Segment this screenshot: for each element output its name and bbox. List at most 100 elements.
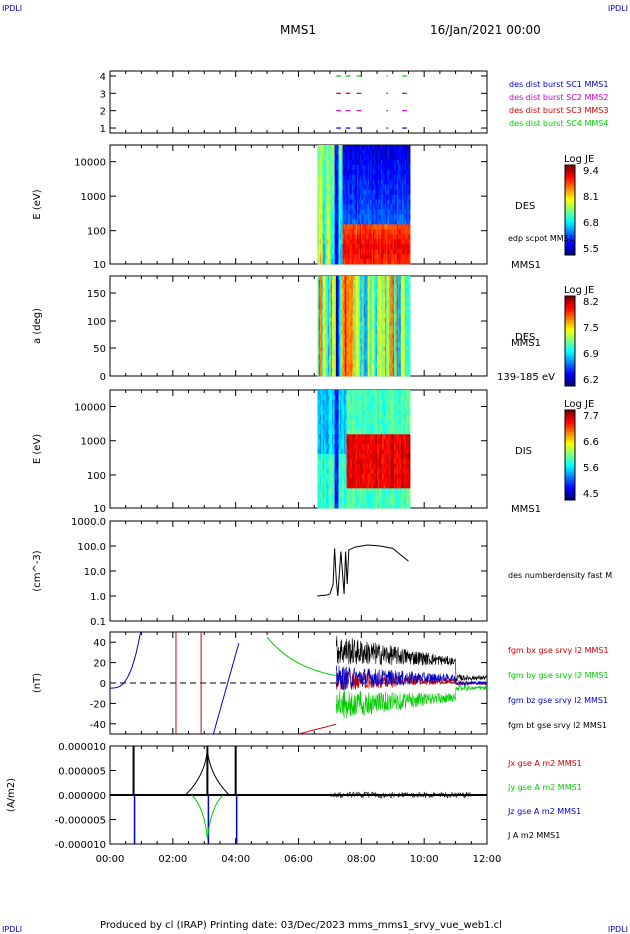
des-energy-cell: [400, 219, 403, 225]
dis-energy-cell: [355, 478, 358, 484]
des-pitch-cell: [370, 284, 373, 289]
des-energy-cell: [323, 184, 326, 191]
des-pitch-cell: [386, 334, 388, 339]
des-energy-cell: [325, 234, 328, 240]
des-pitch-cell: [339, 330, 342, 335]
des-pitch-cell: [327, 321, 330, 327]
des-pitch-cell: [368, 313, 371, 319]
des-pitch-cell: [337, 292, 339, 298]
dis-energy-cell: [353, 468, 355, 474]
des-pitch-cell: [347, 346, 350, 352]
des-energy-cell: [317, 179, 320, 186]
dis-energy-cell: [371, 429, 374, 435]
des-energy-cell: [366, 234, 369, 240]
des-energy-cell: [339, 169, 342, 176]
des-pitch-cell: [398, 363, 400, 369]
dis-energy-cell: [325, 449, 328, 455]
des-pitch-cell: [370, 334, 373, 339]
des-energy-cell: [367, 199, 370, 205]
des-pitch-cell: [349, 346, 351, 352]
des-energy-cell: [317, 239, 320, 245]
dis-energy-cell: [339, 429, 342, 435]
dis-energy-cell: [335, 399, 338, 406]
des-energy-cell: [326, 154, 329, 161]
des-pitch-cell: [345, 330, 347, 335]
dis-energy-cell: [333, 468, 335, 474]
des-pitch-cell: [326, 330, 329, 335]
dis-energy-cell: [366, 444, 369, 450]
des-energy-cell: [366, 169, 369, 176]
des-energy-cell: [355, 164, 358, 171]
des-energy-cell: [320, 149, 322, 156]
des-pitch-cell: [327, 367, 330, 373]
des-pitch-cell: [387, 309, 390, 314]
des-energy-colorbar-tick: 9.4: [583, 166, 599, 177]
des-energy-cell: [378, 145, 380, 151]
dis-energy-cell: [375, 434, 378, 440]
des-energy-cell: [402, 214, 404, 220]
des-pitch-cell: [357, 276, 359, 281]
des-energy-cell: [402, 239, 404, 245]
dis-energy-cell: [362, 468, 365, 474]
des-pitch-cell: [390, 317, 392, 323]
des-pitch-cell: [367, 351, 370, 356]
des-pitch-cell: [325, 359, 328, 364]
des-energy-cell: [330, 229, 333, 235]
des-pitch-cell: [327, 301, 330, 306]
des-energy-cell: [343, 249, 346, 255]
des-pitch-cell: [333, 326, 335, 331]
des-pitch-cell: [342, 309, 345, 314]
des-pitch-cell: [394, 363, 396, 369]
des-pitch-cell: [394, 342, 396, 348]
des-pitch-cell: [388, 284, 391, 289]
dis-energy-cell: [359, 468, 362, 474]
dis-energy-cell: [327, 453, 330, 460]
dis-energy-cell: [361, 498, 363, 504]
des-energy-cell: [349, 149, 351, 156]
des-pitch-cell: [374, 334, 376, 339]
des-pitch-cell: [350, 355, 353, 360]
dis-energy-cell: [338, 414, 341, 420]
des-energy-cell: [404, 154, 407, 161]
dis-energy-cell: [347, 444, 350, 450]
des-energy-cell: [325, 259, 328, 265]
des-energy-cell: [404, 164, 407, 171]
des-energy-cell: [390, 174, 392, 181]
dis-energy-cell: [323, 404, 326, 411]
dis-energy-cell: [372, 449, 375, 455]
corner-label-tr: IPDLI: [607, 4, 628, 13]
des-energy-colorbar-seg: [565, 183, 575, 186]
dis-energy-cell: [365, 453, 367, 460]
des-pitch-cell: [343, 276, 346, 281]
des-energy-cell: [370, 229, 373, 235]
des-energy-cell: [322, 249, 325, 255]
dis-energy-cell: [343, 404, 346, 411]
des-energy-cell: [341, 164, 343, 171]
des-pitch-cell: [362, 313, 365, 319]
des-energy-cell: [357, 189, 359, 195]
dis-energy-cell: [335, 429, 338, 435]
des-energy-cell: [318, 209, 321, 215]
des-energy-cell: [355, 189, 358, 195]
dis-energy-cell: [374, 399, 376, 406]
des-energy-cell: [382, 184, 384, 191]
des-pitch-cell: [346, 292, 349, 298]
des-energy-cell: [367, 219, 370, 225]
des-energy-cell: [345, 194, 347, 200]
dis-energy-cell: [362, 483, 365, 489]
des-energy-cell: [341, 199, 343, 205]
des-pitch-cell: [359, 276, 362, 281]
dis-energy-cell: [330, 404, 333, 411]
des-energy-cell: [342, 184, 345, 191]
des-energy-cell: [357, 224, 359, 230]
des-energy-cell: [372, 219, 375, 225]
des-energy-cell: [367, 189, 370, 195]
des-pitch-cell: [363, 351, 366, 356]
dis-energy-cell: [323, 419, 326, 425]
des-pitch-colorbar-seg: [565, 308, 575, 311]
des-pitch-cell: [378, 284, 380, 289]
des-pitch-cell: [370, 301, 373, 306]
des-energy-cell: [370, 234, 373, 240]
dis-energy-cell: [367, 483, 370, 489]
des-energy-cell: [371, 239, 374, 245]
